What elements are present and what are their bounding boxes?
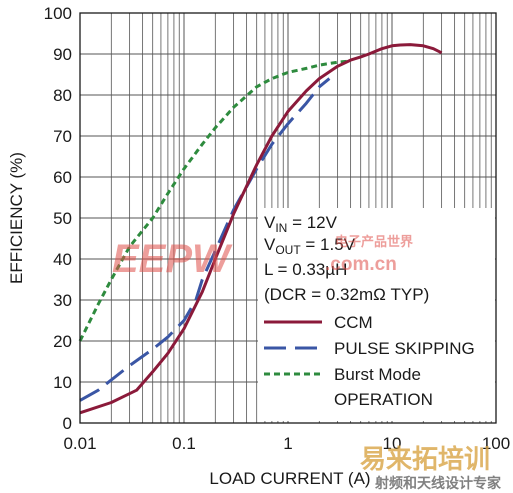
series-line-burst-mode-operation bbox=[78, 59, 351, 342]
y-tick-label: 70 bbox=[53, 127, 72, 146]
plot-frame bbox=[79, 12, 497, 424]
x-tick-label: 1 bbox=[283, 434, 292, 453]
condition-line: VIN = 12V bbox=[264, 213, 338, 235]
x-tick-label: 0.01 bbox=[63, 434, 96, 453]
legend-label: OPERATION bbox=[334, 390, 433, 409]
eepw-watermark: EEPW .com.cn 电子产品世界 bbox=[112, 234, 413, 281]
series-line-pulse-skipping bbox=[79, 77, 331, 402]
y-tick-label: 30 bbox=[53, 291, 72, 310]
legend: CCM PULSE SKIPPING Burst Mode OPERATION bbox=[264, 313, 475, 409]
y-tick-label: 80 bbox=[53, 86, 72, 105]
bottom-watermark: 易来拓培训 射频和天线设计专家 bbox=[360, 444, 502, 491]
y-tick-label: 90 bbox=[53, 45, 72, 64]
legend-label: PULSE SKIPPING bbox=[334, 339, 475, 358]
x-tick-label: 0.1 bbox=[172, 434, 196, 453]
x-tick-label: 10 bbox=[383, 434, 402, 453]
x-tick-labels: 0.01 0.1 1 10 100 bbox=[63, 434, 510, 453]
y-tick-label: 10 bbox=[53, 373, 72, 392]
condition-line: (DCR = 0.32mΩ TYP) bbox=[264, 285, 429, 304]
bottom-logo: 易来拓培训 bbox=[360, 444, 490, 474]
y-tick-label: 40 bbox=[53, 250, 72, 269]
condition-line: L = 0.33µH bbox=[264, 260, 347, 279]
legend-label: CCM bbox=[334, 313, 373, 332]
legend-box bbox=[258, 208, 495, 421]
eepw-domain: .com.cn bbox=[325, 254, 397, 275]
x-tick-label: 100 bbox=[482, 434, 510, 453]
series-line-ccm bbox=[79, 43, 443, 415]
y-axis-title: EFFICIENCY (%) bbox=[7, 152, 26, 284]
y-tick-label: 20 bbox=[53, 332, 72, 351]
y-tick-label: 50 bbox=[53, 209, 72, 228]
y-tick-labels: 0 10 20 30 40 50 60 70 80 90 100 bbox=[44, 4, 72, 433]
x-axis-title: LOAD CURRENT (A) bbox=[209, 469, 370, 488]
bottom-tagline: 射频和天线设计专家 bbox=[374, 475, 502, 491]
legend-label: Burst Mode bbox=[334, 365, 421, 384]
condition-line: VOUT = 1.5V bbox=[264, 235, 356, 257]
y-tick-label: 0 bbox=[63, 414, 72, 433]
series-layer bbox=[78, 43, 443, 415]
eepw-logo: EEPW bbox=[112, 237, 233, 281]
y-tick-label: 100 bbox=[44, 4, 72, 23]
eepw-chinese: 电子产品世界 bbox=[335, 234, 413, 249]
y-tick-label: 60 bbox=[53, 168, 72, 187]
